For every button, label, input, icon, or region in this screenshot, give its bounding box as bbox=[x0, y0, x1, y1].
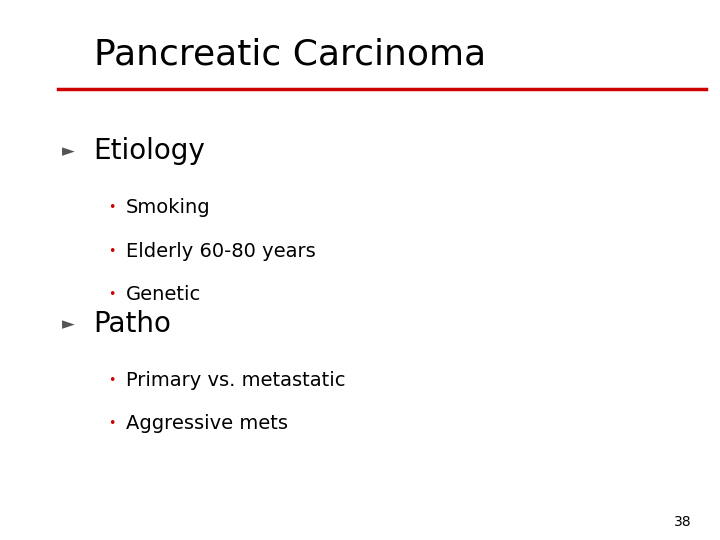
Text: 38: 38 bbox=[674, 515, 691, 529]
Text: Smoking: Smoking bbox=[126, 198, 211, 218]
Text: Primary vs. metastatic: Primary vs. metastatic bbox=[126, 371, 346, 390]
Text: •: • bbox=[108, 245, 115, 258]
Text: Patho: Patho bbox=[94, 310, 171, 338]
Text: ►: ► bbox=[62, 315, 75, 333]
Text: Genetic: Genetic bbox=[126, 285, 202, 304]
Text: Aggressive mets: Aggressive mets bbox=[126, 414, 288, 434]
Text: Elderly 60-80 years: Elderly 60-80 years bbox=[126, 241, 316, 261]
Text: •: • bbox=[108, 288, 115, 301]
Text: Pancreatic Carcinoma: Pancreatic Carcinoma bbox=[94, 38, 486, 72]
Text: Etiology: Etiology bbox=[94, 137, 205, 165]
Text: •: • bbox=[108, 374, 115, 387]
Text: •: • bbox=[108, 201, 115, 214]
Text: ►: ► bbox=[62, 142, 75, 160]
Text: •: • bbox=[108, 417, 115, 430]
